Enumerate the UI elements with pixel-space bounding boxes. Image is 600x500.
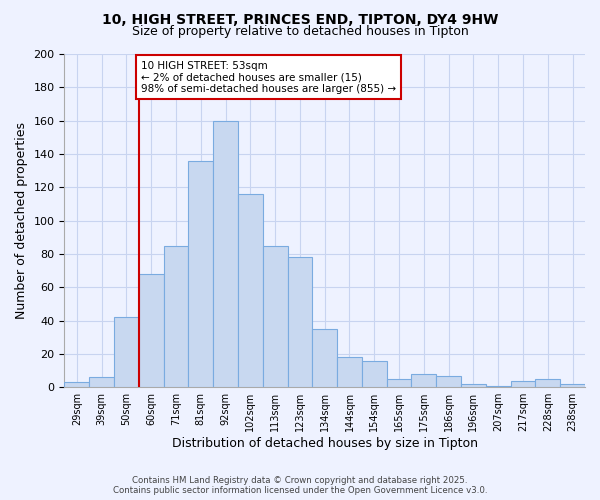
Text: 10 HIGH STREET: 53sqm
← 2% of detached houses are smaller (15)
98% of semi-detac: 10 HIGH STREET: 53sqm ← 2% of detached h…: [141, 60, 396, 94]
Bar: [238, 194, 263, 387]
Bar: [313, 329, 337, 387]
Bar: [114, 317, 139, 387]
Bar: [337, 357, 362, 387]
Bar: [139, 274, 164, 387]
Bar: [461, 384, 486, 387]
Bar: [89, 377, 114, 387]
Bar: [511, 380, 535, 387]
Bar: [64, 382, 89, 387]
Text: Contains HM Land Registry data © Crown copyright and database right 2025.
Contai: Contains HM Land Registry data © Crown c…: [113, 476, 487, 495]
Y-axis label: Number of detached properties: Number of detached properties: [15, 122, 28, 319]
Text: 10, HIGH STREET, PRINCES END, TIPTON, DY4 9HW: 10, HIGH STREET, PRINCES END, TIPTON, DY…: [102, 12, 498, 26]
Bar: [263, 246, 287, 387]
Bar: [213, 120, 238, 387]
X-axis label: Distribution of detached houses by size in Tipton: Distribution of detached houses by size …: [172, 437, 478, 450]
Bar: [287, 258, 313, 387]
Text: Size of property relative to detached houses in Tipton: Size of property relative to detached ho…: [131, 25, 469, 38]
Bar: [386, 379, 412, 387]
Bar: [188, 160, 213, 387]
Bar: [486, 386, 511, 387]
Bar: [362, 360, 386, 387]
Bar: [436, 376, 461, 387]
Bar: [560, 384, 585, 387]
Bar: [164, 246, 188, 387]
Bar: [412, 374, 436, 387]
Bar: [535, 379, 560, 387]
